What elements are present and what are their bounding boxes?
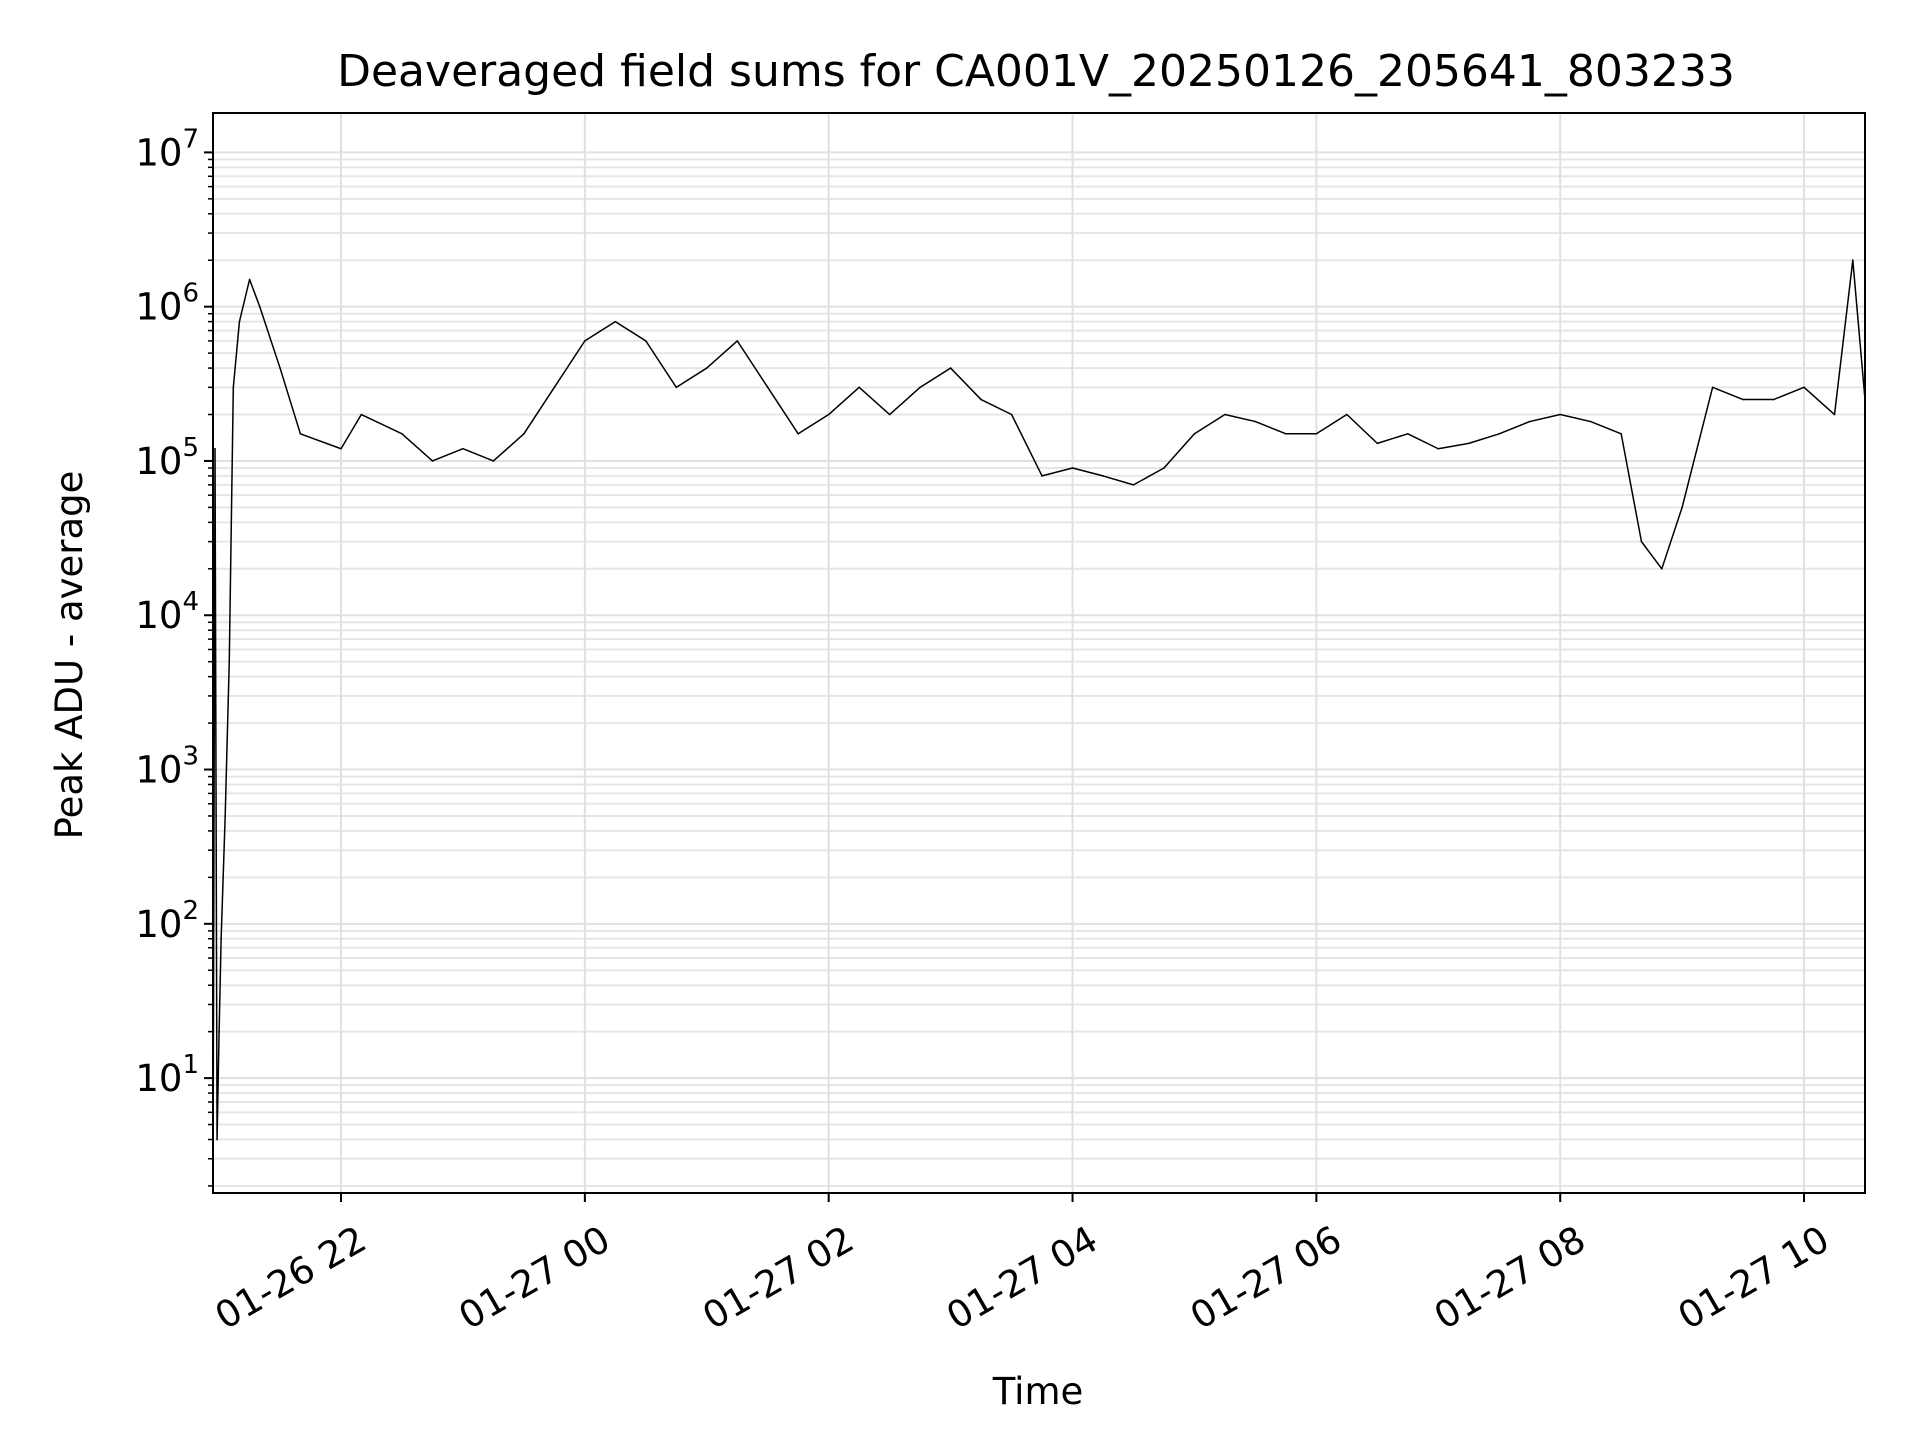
data-point [1437, 447, 1440, 450]
data-point [218, 1030, 220, 1033]
data-point [888, 413, 891, 416]
data-point [401, 432, 403, 435]
data-point [220, 937, 222, 940]
x-tick-label: 01-27 00 [452, 1218, 618, 1338]
data-point [1661, 568, 1663, 570]
data-point [1772, 398, 1775, 401]
data-point [492, 460, 495, 462]
data-point [340, 447, 342, 450]
y-tick-label: 106 [135, 279, 199, 329]
data-point [224, 815, 226, 817]
data-point [1102, 475, 1104, 477]
data-point [980, 398, 982, 401]
data-point [1640, 540, 1643, 543]
plot-frame [212, 112, 1866, 1194]
data-point [1132, 484, 1135, 486]
data-point [705, 367, 708, 369]
data-point [462, 447, 464, 450]
data-point [238, 320, 241, 323]
series-layer [212, 259, 1866, 1187]
y-tick-label: 104 [135, 587, 199, 637]
data-point [949, 367, 952, 369]
data-point [858, 386, 860, 389]
data-point [1498, 432, 1501, 435]
data-point [299, 432, 302, 435]
data-point [797, 432, 800, 435]
data-point [614, 320, 617, 323]
data-point [919, 386, 921, 389]
data-point [1041, 475, 1043, 477]
data-point [1285, 432, 1287, 435]
data-point [766, 386, 769, 389]
data-point [553, 386, 556, 389]
data-point [360, 413, 363, 416]
y-axis-label: Peak ADU - average [48, 471, 91, 840]
y-tick-label: 101 [135, 1050, 199, 1100]
data-point [214, 447, 216, 450]
data-point [1376, 442, 1379, 445]
data-point [222, 876, 224, 879]
x-tick-label: 01-27 02 [695, 1218, 861, 1338]
x-tick-label: 01-27 06 [1183, 1218, 1349, 1338]
data-point [1315, 432, 1318, 435]
grid [213, 113, 1865, 1193]
x-tick-label: 01-27 10 [1671, 1218, 1837, 1338]
data-point [1224, 413, 1226, 416]
data-point [228, 660, 231, 663]
data-point [1254, 420, 1257, 423]
data-point [279, 367, 281, 369]
data-point [232, 386, 235, 389]
x-tick-label: 01-27 04 [939, 1218, 1105, 1338]
data-point [827, 413, 830, 416]
data-point [1407, 432, 1409, 435]
data-point [1559, 413, 1561, 416]
data-point [1852, 259, 1854, 262]
data-point [216, 1138, 218, 1141]
data-point [1010, 413, 1013, 416]
y-tick-label: 107 [135, 124, 199, 174]
data-point [258, 305, 261, 308]
data-point [1833, 413, 1836, 416]
data-point [1803, 386, 1805, 389]
data-point [248, 278, 251, 281]
y-tick-label: 102 [135, 896, 199, 946]
data-point [1589, 420, 1592, 423]
data-point [1467, 442, 1470, 445]
y-tick-label: 105 [135, 433, 199, 483]
data-point [1528, 420, 1531, 423]
data-point [431, 460, 434, 462]
data-point [1071, 467, 1074, 469]
x-tick-label: 01-26 22 [208, 1218, 374, 1338]
data-point [523, 432, 525, 435]
data-point [1681, 506, 1683, 509]
data-point [645, 340, 647, 342]
data-point [675, 386, 678, 389]
data-point [584, 340, 586, 342]
data-point [1620, 432, 1622, 435]
data-point [1193, 432, 1196, 435]
x-tick-label: 01-27 08 [1427, 1218, 1593, 1338]
data-point [1711, 386, 1714, 389]
data-point [1346, 413, 1348, 416]
chart-title: Deaveraged field sums for CA001V_2025012… [337, 46, 1735, 97]
data-point [736, 340, 739, 342]
data-point [1742, 398, 1744, 401]
data-point [1163, 467, 1165, 469]
y-tick-label: 103 [135, 742, 199, 792]
x-axis-label: Time [992, 1370, 1084, 1413]
